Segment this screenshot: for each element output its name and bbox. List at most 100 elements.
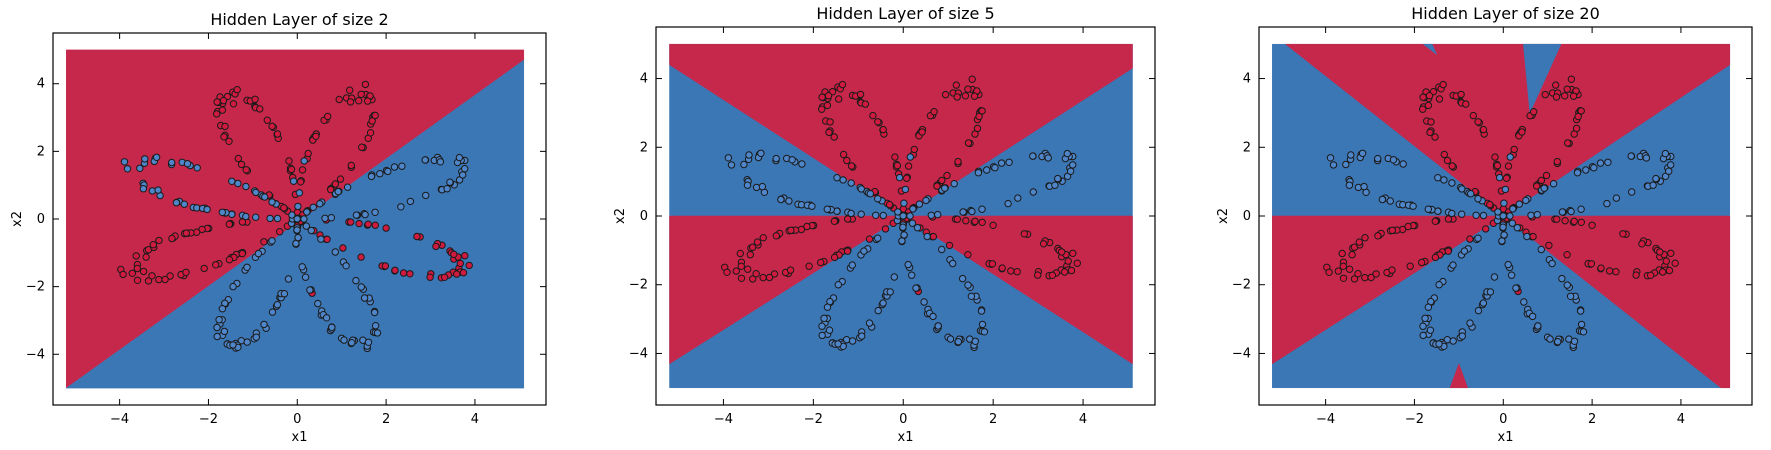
point-class-blue — [1004, 199, 1012, 208]
point-class-blue — [823, 303, 832, 311]
point-class-red — [1469, 111, 1478, 120]
point-class-red — [865, 235, 874, 243]
point-class-blue — [923, 232, 931, 241]
point-class-red — [1662, 257, 1671, 265]
y-tick-label: 4 — [640, 72, 648, 87]
point-class-red — [929, 232, 938, 241]
point-class-blue — [1506, 212, 1514, 220]
point-class-red — [149, 241, 158, 249]
point-class-red — [296, 178, 305, 186]
point-class-red — [1659, 268, 1667, 276]
point-class-blue — [1386, 197, 1395, 205]
point-class-red — [1431, 133, 1439, 141]
point-class-red — [361, 80, 370, 89]
point-class-blue — [1512, 284, 1520, 292]
point-class-red — [1569, 92, 1578, 100]
point-class-blue — [1458, 185, 1466, 193]
point-class-blue — [1537, 245, 1546, 254]
point-class-red — [1491, 153, 1499, 161]
point-class-red — [1034, 271, 1042, 279]
point-class-blue — [825, 326, 834, 334]
point-class-red — [1561, 217, 1569, 225]
point-class-red — [1552, 81, 1560, 89]
point-class-blue — [949, 259, 957, 268]
point-class-blue — [1504, 260, 1512, 269]
point-class-red — [1007, 267, 1015, 275]
point-class-red — [461, 252, 469, 260]
point-class-red — [759, 234, 767, 242]
point-class-blue — [895, 173, 904, 182]
point-class-blue — [758, 182, 767, 191]
scatter-points — [1323, 75, 1679, 352]
y-tick-label: −2 — [1232, 278, 1251, 293]
point-class-red — [1048, 271, 1057, 279]
point-class-red — [772, 232, 780, 240]
point-class-red — [843, 247, 852, 255]
point-class-red — [933, 182, 941, 190]
point-class-blue — [915, 200, 924, 208]
point-class-red — [155, 275, 163, 284]
point-class-red — [212, 261, 220, 269]
point-class-red — [1533, 182, 1541, 190]
point-class-red — [166, 272, 174, 280]
point-class-blue — [327, 214, 335, 222]
point-class-red — [1530, 108, 1538, 116]
point-class-blue — [300, 157, 308, 165]
point-class-red — [168, 234, 176, 243]
point-class-blue — [1069, 161, 1077, 169]
point-class-blue — [1628, 188, 1636, 196]
point-class-red — [465, 261, 473, 270]
point-class-blue — [261, 193, 269, 201]
point-class-blue — [203, 205, 211, 214]
point-class-blue — [309, 203, 317, 212]
point-class-red — [221, 122, 229, 131]
point-class-blue — [929, 312, 937, 321]
point-class-red — [1574, 112, 1582, 121]
point-class-red — [1338, 249, 1346, 258]
point-class-blue — [1522, 196, 1530, 205]
point-class-blue — [894, 208, 902, 216]
point-class-blue — [1501, 185, 1510, 194]
decision-region-blue — [1523, 43, 1562, 114]
y-tick-label: 4 — [37, 77, 45, 92]
point-class-blue — [898, 237, 906, 245]
point-class-red — [1350, 275, 1359, 283]
point-class-red — [336, 175, 345, 183]
point-class-red — [1493, 161, 1502, 170]
point-class-blue — [890, 273, 898, 281]
point-class-red — [1587, 260, 1596, 268]
point-class-blue — [390, 163, 399, 171]
point-class-red — [346, 86, 354, 94]
point-class-red — [723, 268, 731, 276]
point-class-red — [119, 270, 127, 279]
point-class-blue — [154, 186, 162, 194]
point-class-blue — [1540, 184, 1548, 192]
point-class-blue — [436, 158, 445, 166]
decision-region-red — [1284, 43, 1731, 217]
point-class-blue — [1499, 212, 1507, 220]
point-class-red — [1553, 215, 1561, 223]
point-class-red — [818, 93, 826, 101]
point-class-blue — [307, 226, 315, 235]
point-class-red — [839, 150, 848, 159]
point-class-blue — [422, 191, 430, 200]
point-class-red — [803, 222, 811, 231]
point-class-red — [268, 122, 276, 131]
point-class-blue — [152, 153, 161, 162]
point-class-red — [1553, 157, 1562, 166]
point-class-red — [786, 266, 795, 274]
point-class-blue — [1590, 164, 1598, 172]
point-class-blue — [361, 210, 369, 219]
point-class-blue — [1548, 259, 1556, 268]
point-class-red — [1060, 268, 1069, 276]
point-class-red — [1605, 267, 1614, 275]
point-class-blue — [912, 284, 920, 292]
point-class-red — [225, 256, 234, 264]
point-class-blue — [886, 288, 894, 296]
point-class-blue — [1063, 149, 1072, 158]
point-class-blue — [727, 161, 736, 169]
point-class-red — [759, 273, 767, 282]
x-tick-label: −2 — [804, 412, 823, 427]
point-class-blue — [306, 286, 314, 294]
point-class-blue — [357, 283, 365, 291]
